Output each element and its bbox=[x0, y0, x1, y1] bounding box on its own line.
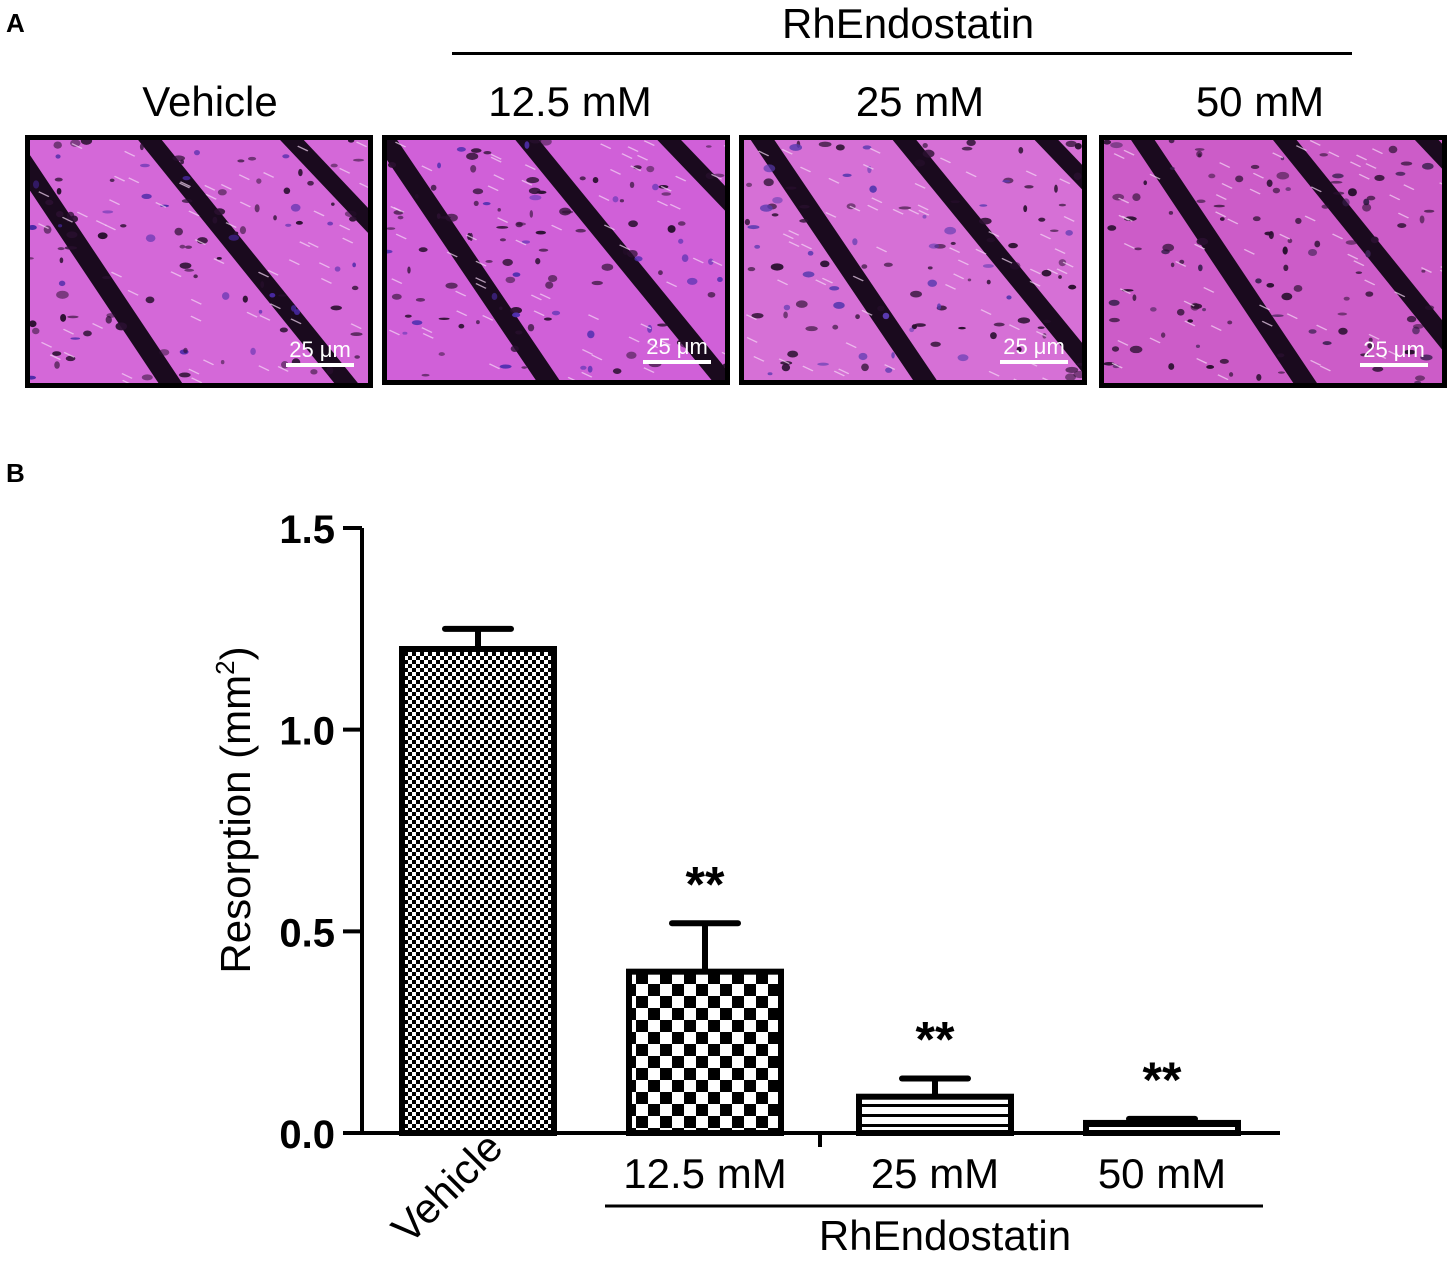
scale-bar-vehicle-label: 25 μm bbox=[289, 337, 351, 362]
x-tick-label-50-mm: 50 mM bbox=[1098, 1150, 1226, 1197]
micrograph-vehicle-image bbox=[30, 140, 368, 383]
micrograph-12-5-image bbox=[387, 140, 725, 380]
y-axis-label: Resorption (mm2) bbox=[210, 646, 259, 973]
scale-bar-50-line bbox=[1360, 363, 1428, 367]
panel-a-group-label: RhEndostatin bbox=[782, 0, 1035, 47]
significance-25-mm: ** bbox=[916, 1012, 955, 1068]
x-tick-label-25-mm: 25 mM bbox=[871, 1150, 999, 1197]
panel-a-label-12-5: 12.5 mM bbox=[488, 78, 652, 125]
scale-bar-12-5: 25 μm bbox=[643, 336, 711, 364]
scale-bar-25: 25 μm bbox=[1000, 336, 1068, 364]
significance-12-5-mm: ** bbox=[686, 856, 725, 912]
x-group-label: RhEndostatin bbox=[819, 1212, 1071, 1259]
micrograph-50: 25 μm bbox=[1099, 135, 1447, 388]
y-tick-label: 1.5 bbox=[279, 508, 335, 552]
scale-bar-vehicle-line bbox=[286, 363, 354, 367]
panel-a-group-rule bbox=[452, 52, 1352, 55]
bar-vehicle bbox=[399, 646, 557, 1136]
scale-bar-50: 25 μm bbox=[1360, 339, 1428, 367]
bar-12-5-mm bbox=[626, 968, 784, 1137]
y-axis-label-suffix: ) bbox=[212, 646, 259, 660]
y-tick-label: 0.0 bbox=[279, 1113, 335, 1157]
scale-bar-vehicle: 25 μm bbox=[286, 339, 354, 367]
panel-b-letter: B bbox=[6, 458, 25, 488]
micrograph-vehicle: 25 μm bbox=[25, 135, 373, 388]
y-tick-label: 0.5 bbox=[279, 911, 335, 955]
x-tick-label-vehicle: Vehicle bbox=[382, 1123, 511, 1252]
panel-a-label-vehicle: Vehicle bbox=[142, 78, 278, 125]
x-tick-label-12-5-mm: 12.5 mM bbox=[623, 1150, 786, 1197]
significance-50-mm: ** bbox=[1143, 1052, 1182, 1108]
bar-25-mm bbox=[856, 1093, 1014, 1136]
micrograph-25-image bbox=[744, 140, 1082, 380]
scale-bar-25-label: 25 μm bbox=[1003, 334, 1065, 359]
panel-a-letter: A bbox=[6, 8, 25, 38]
micrograph-50-image bbox=[1104, 140, 1442, 383]
micrograph-25: 25 μm bbox=[739, 135, 1087, 385]
scale-bar-25-line bbox=[1000, 360, 1068, 364]
micrograph-12-5: 25 μm bbox=[382, 135, 730, 385]
scale-bar-12-5-line bbox=[643, 360, 711, 364]
panel-a-label-50: 50 mM bbox=[1195, 78, 1325, 125]
scale-bar-50-label: 25 μm bbox=[1363, 337, 1425, 362]
scale-bar-12-5-label: 25 μm bbox=[646, 334, 708, 359]
resorption-bar-chart: ** ** ** 0.0 0.5 1.0 1.5 Resorption (mm2) Veh… bbox=[210, 508, 1280, 1259]
y-axis-label-main: Resorption (mm bbox=[212, 675, 259, 974]
panel-a-label-25: 25 mM bbox=[855, 78, 985, 125]
y-axis-label-superscript: 2 bbox=[210, 660, 240, 674]
y-tick-label: 1.0 bbox=[279, 710, 335, 754]
